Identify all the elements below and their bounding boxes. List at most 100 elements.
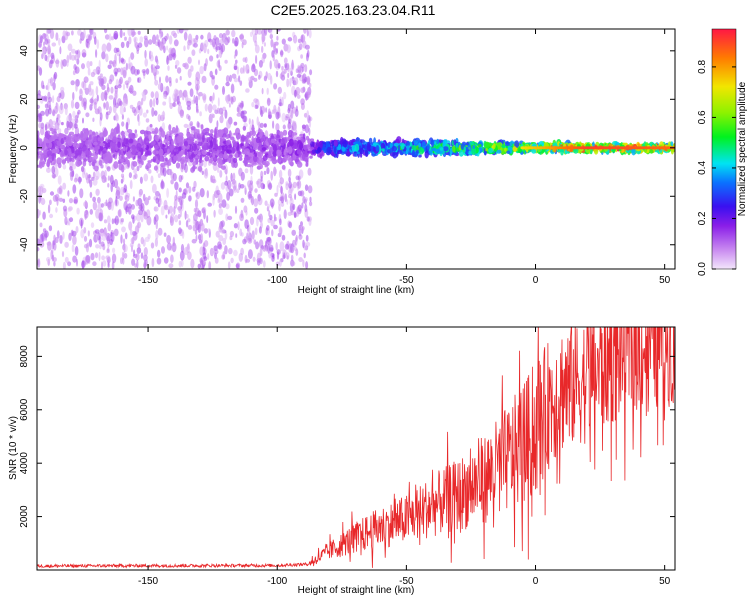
band-blob bbox=[125, 156, 129, 165]
noise-dot bbox=[48, 42, 51, 53]
noise-dot bbox=[254, 207, 259, 214]
noise-dot bbox=[242, 65, 245, 74]
noise-dot bbox=[280, 202, 285, 207]
noise-dot bbox=[64, 241, 69, 248]
noise-dot bbox=[85, 242, 89, 253]
noise-dot bbox=[130, 237, 135, 244]
noise-dot bbox=[225, 29, 230, 36]
noise-dot bbox=[50, 249, 54, 260]
noise-dot bbox=[95, 188, 100, 196]
noise-dot bbox=[134, 173, 138, 180]
noise-dot bbox=[135, 253, 140, 261]
noise-dot bbox=[155, 190, 160, 197]
noise-dot bbox=[101, 261, 103, 269]
noise-dot bbox=[49, 59, 53, 64]
noise-dot bbox=[139, 36, 144, 43]
noise-dot bbox=[55, 102, 59, 113]
noise-dot bbox=[152, 183, 157, 194]
noise-dot bbox=[108, 106, 112, 114]
band-blob bbox=[111, 132, 117, 138]
band-blob bbox=[48, 155, 52, 160]
band-blob bbox=[94, 165, 99, 172]
noise-dot bbox=[203, 256, 208, 261]
band-blob bbox=[214, 143, 219, 152]
noise-dot bbox=[106, 248, 110, 254]
noise-dot bbox=[154, 214, 159, 222]
noise-dot bbox=[174, 214, 179, 223]
noise-dot bbox=[256, 258, 262, 263]
band-blob bbox=[175, 125, 179, 134]
noise-dot bbox=[97, 196, 101, 204]
band-blob bbox=[89, 134, 92, 140]
band-blob bbox=[126, 129, 133, 133]
noise-dot bbox=[280, 49, 284, 58]
noise-dot bbox=[228, 102, 231, 108]
noise-dot bbox=[306, 52, 309, 62]
noise-dot bbox=[225, 203, 230, 210]
noise-dot bbox=[267, 72, 272, 81]
noise-dot bbox=[242, 238, 247, 245]
noise-dot bbox=[156, 257, 162, 265]
band-blob bbox=[281, 164, 286, 170]
band-blob bbox=[85, 139, 89, 146]
noise-dot bbox=[272, 54, 275, 62]
noise-dot bbox=[284, 193, 287, 203]
band-blob bbox=[180, 156, 186, 163]
band-blob bbox=[170, 145, 173, 151]
noise-dot bbox=[103, 219, 108, 224]
noise-dot bbox=[141, 91, 146, 97]
noise-dot bbox=[98, 251, 101, 262]
noise-dot bbox=[238, 252, 243, 262]
band-blob bbox=[197, 136, 202, 140]
band-blob bbox=[209, 140, 214, 148]
noise-dot bbox=[56, 230, 60, 239]
noise-dot bbox=[178, 260, 182, 268]
noise-dot bbox=[279, 218, 282, 226]
noise-dot bbox=[176, 95, 180, 105]
noise-dot bbox=[101, 51, 106, 60]
noise-dot bbox=[173, 39, 179, 47]
noise-dot bbox=[81, 81, 85, 89]
noise-dot bbox=[177, 227, 182, 235]
band-blob bbox=[186, 132, 191, 137]
noise-dot bbox=[296, 94, 301, 99]
band-blob bbox=[429, 149, 433, 156]
band-blob bbox=[296, 149, 301, 155]
spectrogram-heatmap bbox=[37, 29, 675, 269]
noise-dot bbox=[74, 54, 77, 61]
noise-dot bbox=[281, 65, 284, 71]
noise-dot bbox=[59, 234, 63, 244]
noise-dot bbox=[280, 192, 285, 202]
noise-dot bbox=[124, 95, 128, 105]
noise-dot bbox=[278, 169, 283, 179]
band-blob bbox=[342, 139, 348, 148]
band-core bbox=[666, 146, 671, 150]
noise-dot bbox=[160, 179, 164, 189]
noise-dot bbox=[188, 115, 191, 122]
band-core bbox=[585, 146, 590, 150]
noise-dot bbox=[224, 59, 228, 64]
band-blob bbox=[44, 131, 49, 138]
noise-dot bbox=[99, 112, 103, 121]
noise-dot bbox=[104, 29, 108, 34]
noise-dot bbox=[106, 82, 109, 91]
noise-dot bbox=[74, 246, 79, 256]
noise-dot bbox=[100, 170, 106, 180]
noise-dot bbox=[75, 226, 79, 233]
noise-dot bbox=[208, 261, 212, 269]
noise-dot bbox=[75, 118, 79, 124]
noise-dot bbox=[41, 53, 44, 60]
noise-dot bbox=[196, 121, 200, 128]
noise-dot bbox=[134, 37, 137, 48]
noise-dot bbox=[37, 246, 40, 252]
noise-dot bbox=[247, 226, 250, 237]
noise-dot bbox=[273, 104, 277, 114]
band-core bbox=[570, 146, 575, 150]
noise-dot bbox=[126, 40, 130, 49]
noise-dot bbox=[198, 221, 202, 229]
noise-dot bbox=[171, 30, 176, 36]
x-tick-label: 50 bbox=[659, 275, 671, 286]
noise-dot bbox=[224, 95, 230, 102]
band-blob bbox=[247, 139, 251, 143]
